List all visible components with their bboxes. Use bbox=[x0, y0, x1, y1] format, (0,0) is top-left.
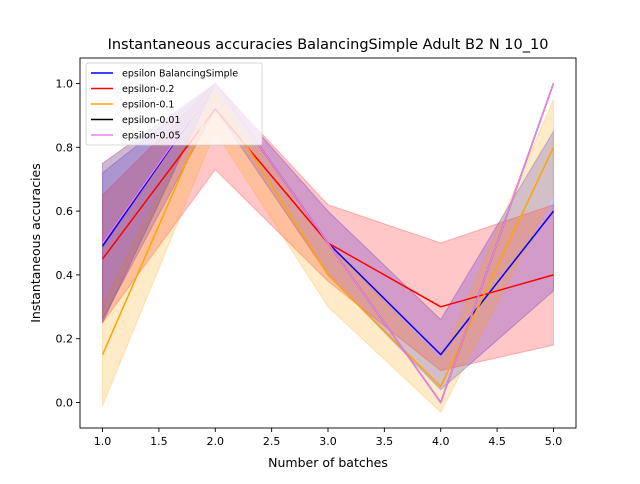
x-axis-label: Number of batches bbox=[268, 455, 388, 470]
y-axis: 0.0 0.2 0.4 0.6 0.8 1.0 bbox=[56, 78, 80, 409]
x-tick-label: 4.0 bbox=[432, 435, 450, 448]
x-tick-label: 3.5 bbox=[376, 435, 394, 448]
x-tick-label: 5.0 bbox=[545, 435, 563, 448]
x-tick-label: 2.5 bbox=[263, 435, 281, 448]
legend-label: epsilon BalancingSimple bbox=[122, 69, 238, 80]
legend: epsilon BalancingSimple epsilon-0.2 epsilo… bbox=[85, 62, 263, 146]
x-tick-label: 1.0 bbox=[94, 435, 112, 448]
x-tick-label: 2.0 bbox=[207, 435, 225, 448]
confidence-band-0 bbox=[102, 82, 554, 391]
legend-label: epsilon-0.1 bbox=[122, 100, 174, 111]
legend-label: epsilon-0.05 bbox=[122, 131, 181, 142]
series-line-2 bbox=[101, 95, 555, 388]
x-tick-label: 1.5 bbox=[150, 435, 168, 448]
x-axis: 1.0 1.5 2.0 2.5 3.0 3.5 4.0 4.5 5.0 bbox=[94, 428, 562, 448]
confidence-bands bbox=[102, 82, 554, 413]
y-tick-label: 0.6 bbox=[56, 205, 74, 218]
legend-label: epsilon-0.2 bbox=[122, 84, 174, 95]
y-tick-label: 0.8 bbox=[56, 141, 74, 154]
legend-box bbox=[85, 62, 263, 146]
confidence-band-1 bbox=[102, 82, 554, 372]
legend-label: epsilon-0.01 bbox=[122, 115, 181, 126]
x-tick-label: 3.0 bbox=[319, 435, 337, 448]
y-tick-label: 1.0 bbox=[56, 78, 74, 91]
x-tick-label: 4.5 bbox=[488, 435, 506, 448]
y-tick-label: 0.0 bbox=[56, 396, 74, 409]
y-axis-label: Instantaneous accuracies bbox=[28, 163, 43, 323]
chart-title: Instantaneous accuracies BalancingSimple… bbox=[108, 37, 549, 53]
y-tick-label: 0.4 bbox=[56, 269, 74, 282]
y-tick-label: 0.2 bbox=[56, 333, 74, 346]
